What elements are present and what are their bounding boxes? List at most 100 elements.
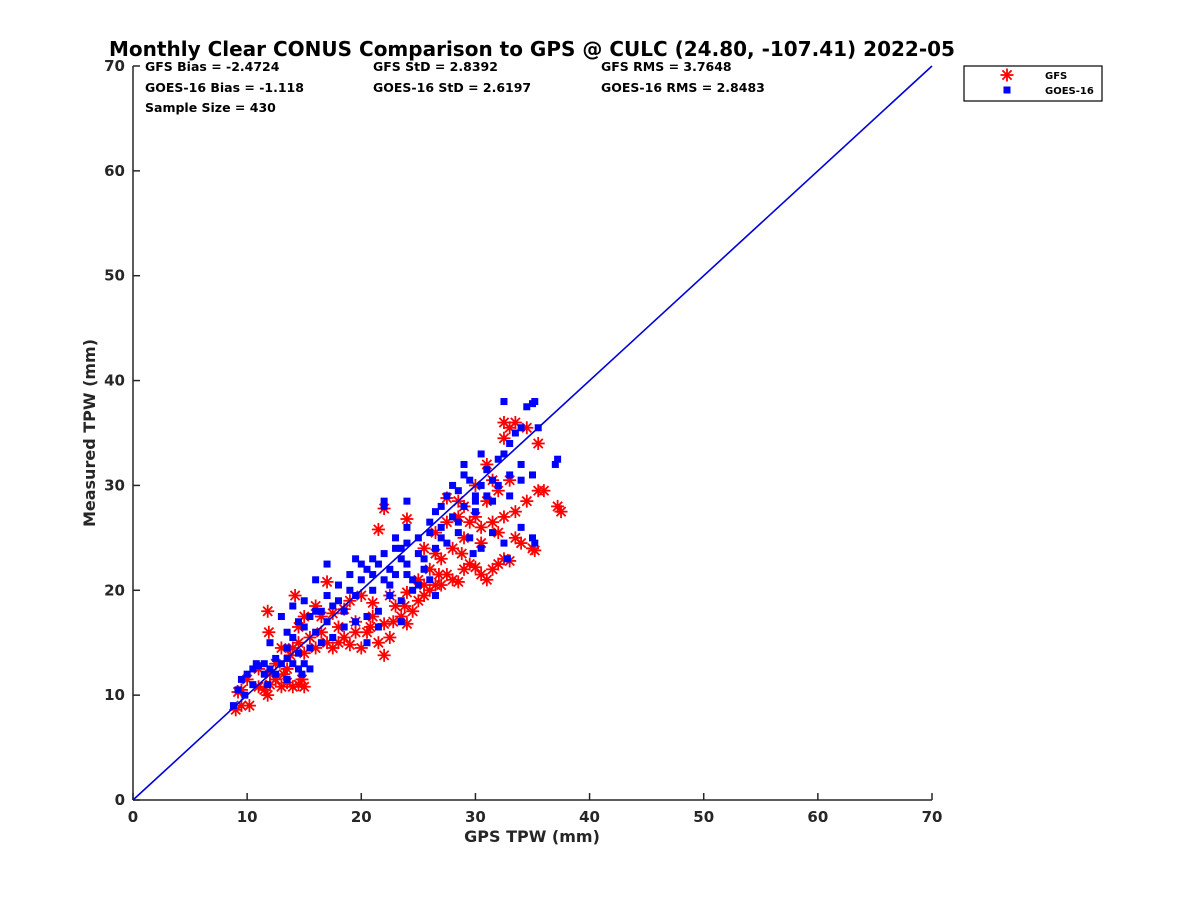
goes-point — [471, 508, 479, 516]
goes-point — [346, 571, 354, 579]
gfs-std-text: GFS StD = 2.8392 — [373, 59, 498, 74]
gfs-point — [363, 620, 377, 634]
stats-block: GFS Bias = -2.4724 GFS StD = 2.8392 GFS … — [145, 59, 765, 115]
goes-point — [272, 654, 280, 662]
gfs-point — [531, 436, 545, 450]
goes-point — [392, 534, 400, 542]
goes-point — [437, 523, 445, 531]
goes-point — [283, 628, 291, 636]
x-tick-label: 50 — [693, 808, 714, 826]
gfs-point — [406, 604, 420, 618]
gfs-point — [262, 625, 276, 639]
x-ticks: 0 10 20 30 40 50 60 70 — [128, 793, 942, 826]
goes-point — [517, 424, 525, 432]
y-ticks: 0 10 20 30 40 50 60 70 — [104, 57, 140, 809]
axes — [132, 66, 932, 801]
goes-point — [374, 623, 382, 631]
gfs-point — [537, 484, 551, 498]
goes-point — [466, 476, 474, 484]
goes-point — [500, 539, 508, 547]
goes-point — [306, 644, 314, 652]
goes-point — [471, 492, 479, 500]
gfs-point — [261, 688, 275, 702]
y-tick-label: 0 — [115, 791, 125, 809]
goes-point — [237, 675, 245, 683]
goes-point — [260, 660, 268, 668]
goes-bias-text: GOES-16 Bias = -1.118 — [145, 80, 304, 95]
goes-point — [363, 639, 371, 647]
goes-point — [249, 681, 257, 689]
gfs-point — [288, 589, 302, 603]
goes-point — [517, 523, 525, 531]
gfs-point — [349, 625, 363, 639]
gfs-point — [383, 630, 397, 644]
goes-point — [352, 618, 360, 626]
goes-point — [523, 403, 531, 411]
goes-point — [449, 481, 457, 489]
gfs-point — [331, 636, 345, 650]
goes-point — [277, 613, 285, 620]
goes-point — [300, 623, 308, 631]
y-tick-label: 30 — [104, 476, 125, 494]
goes-point — [357, 560, 365, 568]
goes-point — [334, 581, 342, 589]
goes-point — [466, 534, 474, 542]
goes-point — [369, 586, 377, 594]
gfs-point — [360, 625, 374, 639]
legend-gfs-label: GFS — [1045, 71, 1067, 82]
goes-point — [454, 487, 462, 495]
goes-point — [241, 691, 249, 699]
gfs-point — [432, 568, 446, 582]
chart-title: Monthly Clear CONUS Comparison to GPS @ … — [109, 37, 955, 61]
goes-point — [489, 497, 497, 505]
x-tick-label: 20 — [351, 808, 372, 826]
y-tick-label: 70 — [104, 57, 125, 75]
goes-point — [298, 670, 306, 678]
gfs-point — [497, 510, 511, 524]
gfs-point — [343, 638, 357, 652]
goes-point — [329, 633, 337, 641]
gfs-point — [486, 515, 500, 529]
gfs-point — [468, 560, 482, 574]
goes-point — [500, 398, 508, 406]
goes-point — [489, 476, 497, 484]
goes-point — [283, 675, 291, 683]
gfs-point — [366, 596, 380, 610]
goes-point — [483, 492, 491, 500]
goes-point — [506, 492, 514, 500]
goes-point — [380, 576, 388, 584]
legend-gfs-marker — [1000, 68, 1014, 82]
gfs-point — [371, 522, 385, 536]
goes-point — [392, 544, 400, 552]
goes-point — [249, 665, 257, 673]
x-tick-label: 0 — [128, 808, 138, 826]
goes-point — [454, 529, 462, 537]
y-tick-label: 50 — [104, 267, 125, 285]
goes-point — [380, 502, 388, 510]
x-axis-label: GPS TPW (mm) — [464, 827, 600, 846]
goes-point — [329, 602, 337, 610]
goes-point — [403, 560, 411, 568]
gfs-point — [508, 531, 522, 545]
gfs-point — [474, 520, 488, 534]
gfs-point — [400, 512, 414, 526]
goes-point — [443, 492, 451, 500]
goes-point — [426, 576, 434, 584]
gfs-point — [497, 431, 511, 445]
goes-point — [489, 529, 497, 537]
goes-point — [503, 555, 511, 563]
goes-point — [289, 660, 297, 668]
goes-point — [420, 565, 428, 573]
goes-point — [506, 439, 514, 447]
goes-point — [243, 670, 251, 678]
y-tick-label: 40 — [104, 372, 125, 390]
goes-point — [363, 613, 371, 620]
goes-point — [300, 660, 308, 668]
gfs-point — [320, 575, 334, 589]
goes-point — [517, 460, 525, 468]
goes-point — [312, 607, 320, 615]
x-tick-label: 60 — [807, 808, 828, 826]
goes-point — [409, 576, 417, 584]
goes-point — [454, 518, 462, 526]
goes-point — [346, 586, 354, 594]
